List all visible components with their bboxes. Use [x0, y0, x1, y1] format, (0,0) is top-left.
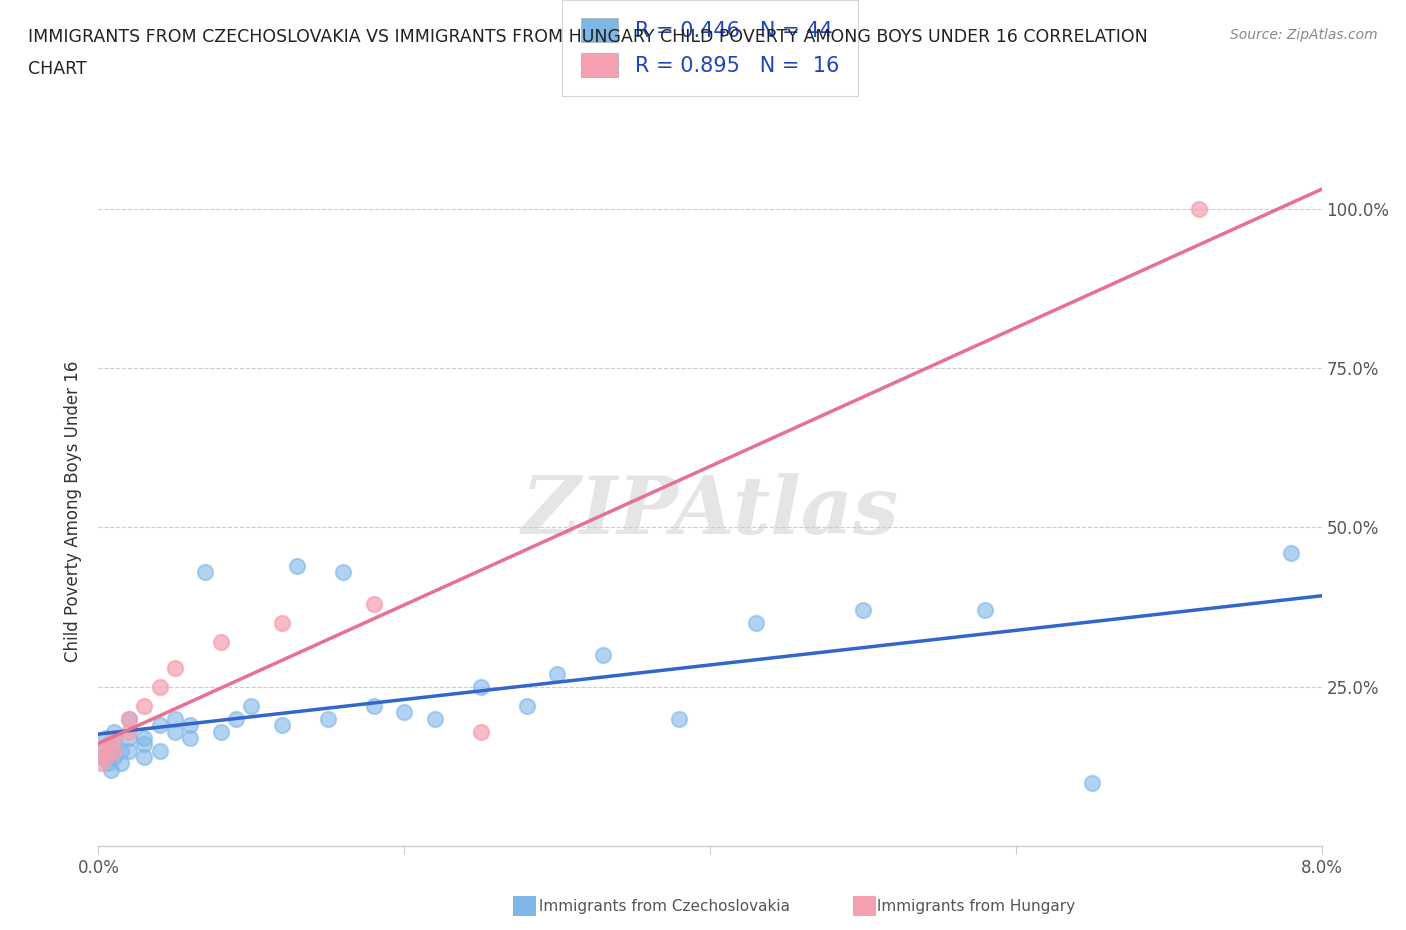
- Point: [179, 718, 201, 733]
- Point: [194, 565, 217, 579]
- Point: [745, 616, 768, 631]
- Point: [118, 743, 141, 758]
- Point: [209, 724, 232, 739]
- Y-axis label: Child Poverty Among Boys Under 16: Child Poverty Among Boys Under 16: [65, 361, 83, 662]
- Point: [1081, 775, 1104, 790]
- Text: IMMIGRANTS FROM CZECHOSLOVAKIA VS IMMIGRANTS FROM HUNGARY CHILD POVERTY AMONG BO: IMMIGRANTS FROM CZECHOSLOVAKIA VS IMMIGR…: [28, 28, 1147, 46]
- Point: [470, 724, 492, 739]
- Point: [118, 711, 141, 726]
- Legend: R = 0.446   N = 44, R = 0.895   N =  16: R = 0.446 N = 44, R = 0.895 N = 16: [562, 0, 858, 96]
- Point: [103, 737, 125, 751]
- Point: [1188, 201, 1211, 216]
- Point: [103, 743, 125, 758]
- Point: [91, 743, 114, 758]
- Point: [363, 698, 385, 713]
- Point: [134, 750, 156, 764]
- Text: CHART: CHART: [28, 60, 87, 78]
- Text: Source: ZipAtlas.com: Source: ZipAtlas.com: [1230, 28, 1378, 42]
- Text: ZIPAtlas: ZIPAtlas: [522, 472, 898, 551]
- Point: [392, 705, 416, 720]
- Point: [179, 730, 201, 745]
- Point: [270, 616, 294, 631]
- Point: [149, 718, 172, 733]
- Point: [103, 750, 125, 764]
- Point: [516, 698, 538, 713]
- Point: [98, 737, 121, 751]
- Point: [668, 711, 690, 726]
- Point: [118, 724, 141, 739]
- Point: [94, 750, 117, 764]
- Point: [316, 711, 339, 726]
- Point: [90, 756, 112, 771]
- Point: [1279, 546, 1302, 561]
- Point: [240, 698, 263, 713]
- Point: [134, 698, 156, 713]
- Point: [94, 730, 117, 745]
- Point: [852, 603, 875, 618]
- Point: [103, 724, 125, 739]
- Point: [163, 660, 186, 675]
- Point: [98, 737, 121, 751]
- Point: [97, 756, 120, 771]
- Point: [974, 603, 997, 618]
- Text: Immigrants from Czechoslovakia: Immigrants from Czechoslovakia: [534, 899, 790, 914]
- Point: [332, 565, 354, 579]
- Point: [100, 763, 122, 777]
- Point: [225, 711, 247, 726]
- Point: [118, 730, 141, 745]
- Point: [423, 711, 446, 726]
- Point: [363, 596, 385, 611]
- Point: [149, 680, 172, 695]
- Text: Immigrants from Hungary: Immigrants from Hungary: [872, 899, 1074, 914]
- Point: [103, 730, 125, 745]
- Point: [134, 737, 156, 751]
- Point: [91, 750, 114, 764]
- Point: [90, 743, 112, 758]
- Point: [546, 667, 568, 682]
- Point: [163, 711, 186, 726]
- Point: [134, 730, 156, 745]
- Point: [209, 635, 232, 650]
- Point: [270, 718, 294, 733]
- Point: [149, 743, 172, 758]
- Point: [110, 756, 132, 771]
- Point: [470, 680, 492, 695]
- Point: [110, 743, 132, 758]
- Point: [285, 558, 308, 573]
- Point: [163, 724, 186, 739]
- Point: [118, 711, 141, 726]
- Point: [592, 647, 614, 662]
